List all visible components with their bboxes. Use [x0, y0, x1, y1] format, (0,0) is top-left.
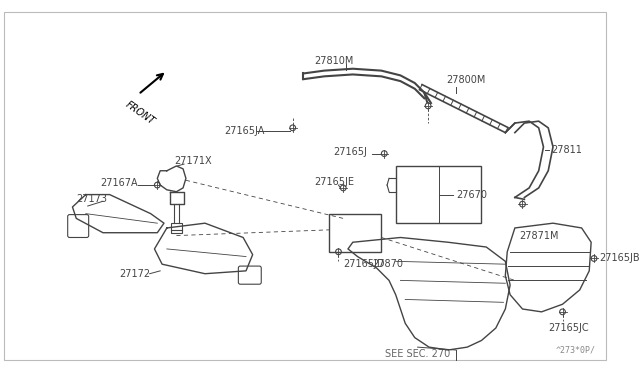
Text: 27870: 27870: [372, 259, 403, 269]
Text: SEE SEC. 270: SEE SEC. 270: [385, 349, 451, 359]
Text: 27167A: 27167A: [100, 178, 138, 188]
Text: 27670: 27670: [456, 190, 487, 200]
Text: 27165JB: 27165JB: [599, 253, 639, 263]
Text: 27811: 27811: [551, 145, 582, 155]
Text: 27173: 27173: [76, 194, 108, 204]
Text: 27810M: 27810M: [315, 56, 354, 66]
Text: ^273*0P/: ^273*0P/: [556, 346, 596, 355]
Text: 27165JD: 27165JD: [343, 259, 385, 269]
Text: 27172: 27172: [119, 269, 150, 279]
Text: 27165JC: 27165JC: [548, 323, 589, 333]
Text: 27800M: 27800M: [446, 75, 486, 85]
Text: 27171X: 27171X: [175, 156, 212, 166]
Text: 27871M: 27871M: [520, 231, 559, 241]
Bar: [171, 223, 182, 233]
Bar: [329, 214, 381, 252]
Text: 27165JA: 27165JA: [224, 126, 264, 136]
Bar: [396, 166, 481, 223]
Text: 27165J: 27165J: [333, 147, 367, 157]
Text: FRONT: FRONT: [124, 99, 157, 126]
Text: 27165JE: 27165JE: [315, 177, 355, 187]
